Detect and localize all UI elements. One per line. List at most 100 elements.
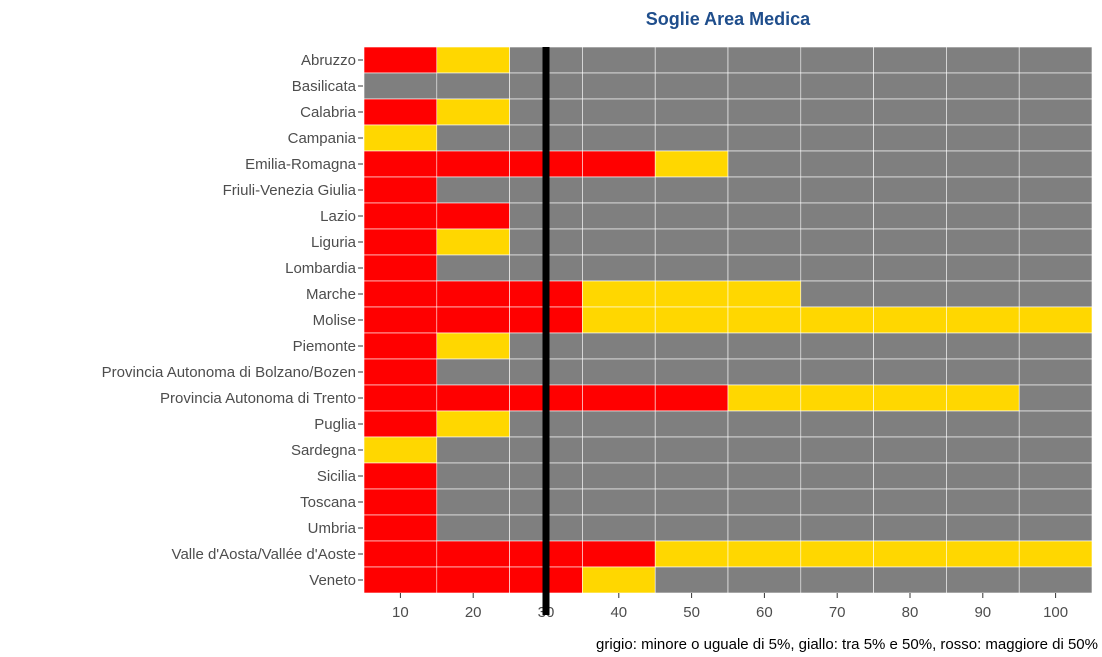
- tile: [436, 514, 510, 542]
- x-tick-label: 90: [974, 604, 991, 621]
- tile: [436, 46, 510, 74]
- tile: [800, 280, 874, 308]
- tile: [436, 280, 510, 308]
- tile: [727, 306, 802, 334]
- tile: [1018, 72, 1093, 100]
- tile: [436, 124, 510, 152]
- tile: [436, 254, 510, 282]
- tile: [654, 488, 729, 516]
- tile: [582, 488, 656, 516]
- tile: [582, 254, 656, 282]
- y-tick-label: Sardegna: [291, 442, 357, 459]
- tile: [1018, 254, 1093, 282]
- tile: [1018, 436, 1093, 464]
- tile: [727, 566, 802, 594]
- tile: [800, 488, 874, 516]
- tile: [800, 306, 874, 334]
- y-tick-label: Puglia: [314, 416, 356, 433]
- tile: [727, 488, 802, 516]
- tile: [727, 124, 802, 152]
- tile: [800, 540, 874, 568]
- tile: [436, 358, 510, 386]
- y-tick-label: Provincia Autonoma di Bolzano/Bozen: [102, 364, 356, 381]
- y-tick-label: Lombardia: [285, 260, 357, 277]
- tile: [1018, 280, 1093, 308]
- tile: [582, 98, 656, 126]
- tile: [873, 280, 947, 308]
- tile: [727, 540, 802, 568]
- y-tick-label: Friuli-Venezia Giulia: [223, 182, 357, 199]
- tile: [873, 254, 947, 282]
- tile: [946, 462, 1020, 490]
- tile: [1018, 306, 1093, 334]
- tile: [946, 410, 1020, 438]
- tile: [1018, 514, 1093, 542]
- tile: [800, 436, 874, 464]
- tile: [363, 332, 438, 360]
- tile: [1018, 488, 1093, 516]
- tile: [1018, 228, 1093, 256]
- tile: [946, 488, 1020, 516]
- tile: [727, 72, 802, 100]
- tile: [727, 462, 802, 490]
- tile: [873, 72, 947, 100]
- tile: [946, 124, 1020, 152]
- tile: [363, 540, 438, 568]
- tile: [363, 306, 438, 334]
- tile: [946, 566, 1020, 594]
- tile: [582, 46, 656, 74]
- tile: [800, 46, 874, 74]
- tile: [363, 202, 438, 230]
- tile: [727, 436, 802, 464]
- y-tick-label: Campania: [288, 130, 357, 147]
- tile: [946, 280, 1020, 308]
- tile: [582, 306, 656, 334]
- tile: [1018, 124, 1093, 152]
- tile: [363, 254, 438, 282]
- tile: [363, 72, 438, 100]
- tile: [582, 228, 656, 256]
- tile: [1018, 566, 1093, 594]
- tile: [1018, 358, 1093, 386]
- tile: [946, 384, 1020, 412]
- tile: [727, 384, 802, 412]
- tile: [873, 462, 947, 490]
- tile: [800, 410, 874, 438]
- tile: [654, 462, 729, 490]
- tile: [946, 202, 1020, 230]
- tile: [873, 514, 947, 542]
- tile: [727, 202, 802, 230]
- tile: [654, 540, 729, 568]
- tile: [1018, 462, 1093, 490]
- y-tick-label: Umbria: [308, 520, 357, 537]
- x-tick-label: 20: [465, 604, 482, 621]
- tile: [1018, 176, 1093, 204]
- tile: [436, 566, 510, 594]
- tile: [582, 332, 656, 360]
- tile: [363, 488, 438, 516]
- tile: [727, 332, 802, 360]
- tile: [727, 228, 802, 256]
- tile: [800, 462, 874, 490]
- tile: [654, 306, 729, 334]
- tile: [873, 228, 947, 256]
- tile: [946, 98, 1020, 126]
- tile: [363, 514, 438, 542]
- tile: [582, 358, 656, 386]
- tile: [800, 228, 874, 256]
- tile: [654, 176, 729, 204]
- tile: [727, 410, 802, 438]
- tile: [654, 358, 729, 386]
- tile: [654, 72, 729, 100]
- tile: [1018, 540, 1093, 568]
- tile: [436, 436, 510, 464]
- tile: [436, 410, 510, 438]
- tile: [727, 280, 802, 308]
- tile: [436, 540, 510, 568]
- tile: [654, 332, 729, 360]
- y-tick-label: Veneto: [309, 572, 356, 589]
- y-tick-label: Basilicata: [292, 78, 357, 95]
- tile: [946, 332, 1020, 360]
- tile: [946, 358, 1020, 386]
- tile: [363, 436, 438, 464]
